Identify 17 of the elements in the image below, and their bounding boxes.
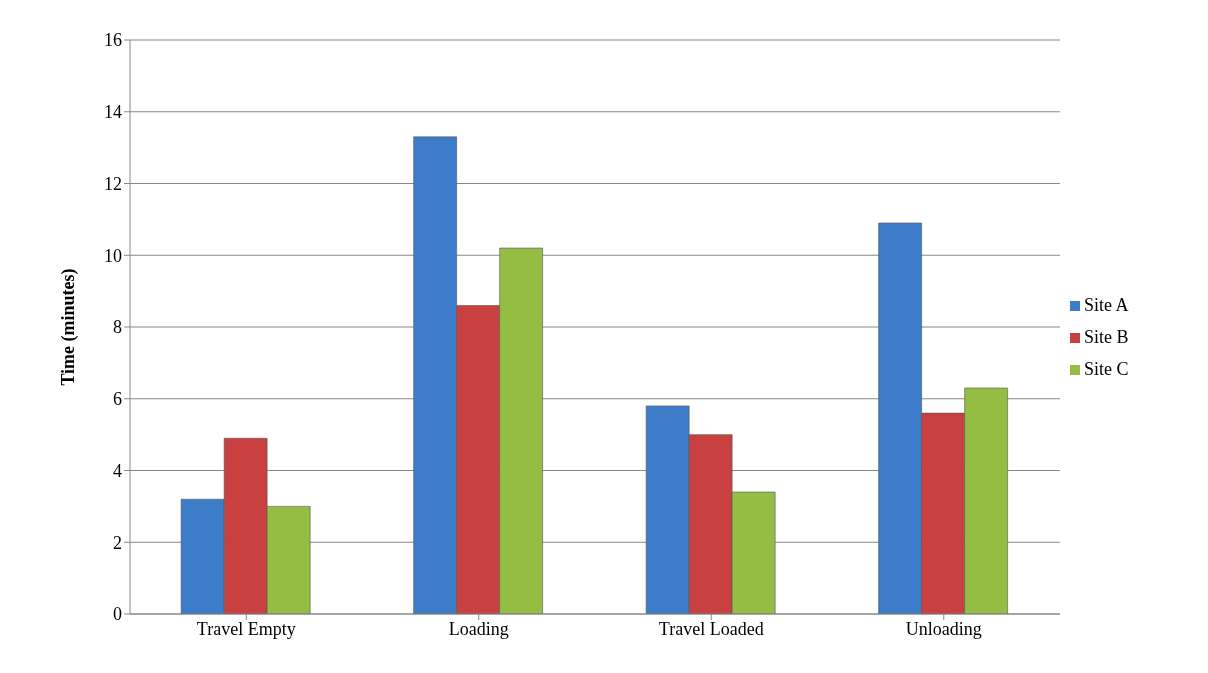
y-tick-label: 8 [113,317,122,338]
y-tick-label: 14 [104,102,122,123]
legend-label: Site B [1084,326,1129,347]
y-tick-label: 12 [104,173,122,194]
x-tick-label: Unloading [905,618,982,639]
y-axis-title: Time (minutes) [58,268,80,386]
legend-label: Site C [1084,358,1129,379]
y-tick-label: 4 [113,460,122,481]
x-tick-label: Loading [448,618,509,639]
y-tick-label: 10 [104,245,122,266]
y-tick-label: 16 [104,30,122,51]
x-tick-label: Travel Empty [196,618,296,639]
legend-label: Site A [1084,294,1129,315]
y-tick-label: 0 [113,604,122,625]
y-tick-label: 2 [113,532,122,553]
y-tick-label: 6 [113,389,122,410]
x-tick-label: Travel Loaded [658,618,764,639]
